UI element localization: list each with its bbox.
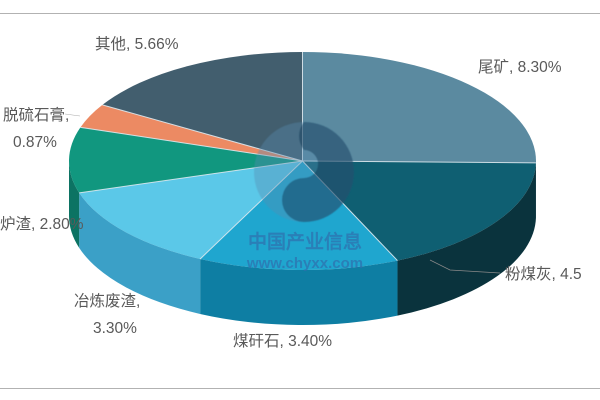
svg-text:中国产业信息: 中国产业信息: [248, 230, 362, 253]
svg-text:www.chyxx.com: www.chyxx.com: [246, 255, 363, 272]
